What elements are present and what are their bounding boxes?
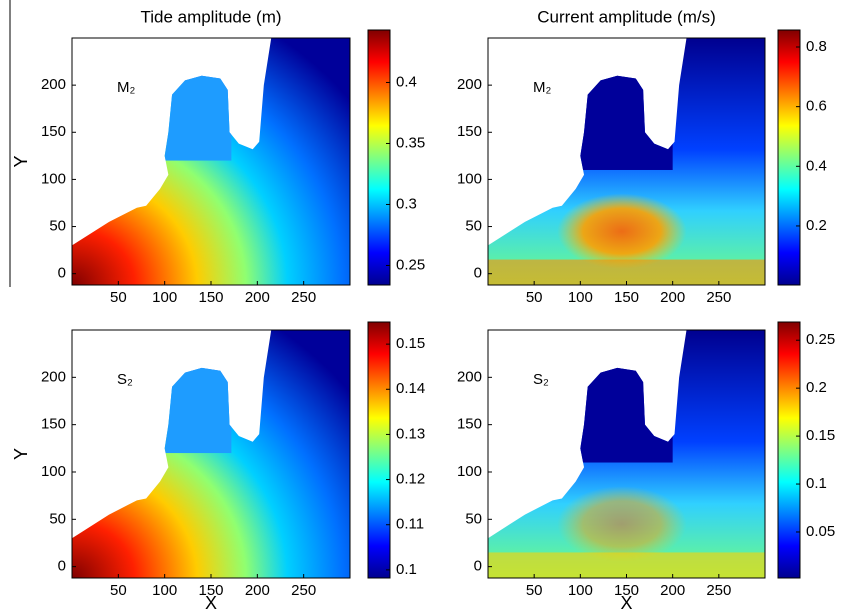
constituent-label: S₂ [533,371,549,388]
y-tick-label: 150 [41,123,66,140]
field-hot [557,486,687,562]
y-tick-label: 200 [457,76,482,93]
y-tick-label: 50 [465,218,482,235]
y-axis-label: Y [11,155,31,167]
y-tick-label: 0 [474,558,482,575]
colorbar-tick-label: 0.15 [806,427,835,444]
constituent-label: S₂ [117,371,133,388]
colorbar-tick-label: 0.15 [396,335,425,352]
field-fill [72,38,350,285]
y-tick-label: 100 [457,170,482,187]
y-tick-label: 50 [49,218,66,235]
colorbar-tick-label: 0.14 [396,380,425,397]
y-tick-label: 0 [474,265,482,282]
x-tick-label: 100 [152,582,177,599]
x-tick-label: 150 [614,289,639,306]
y-tick-label: 200 [457,368,482,385]
y-tick-label: 0 [58,265,66,282]
colorbar-tick-label: 0.25 [396,256,425,273]
colorbar-tick-label: 0.2 [806,217,827,234]
y-tick-label: 200 [41,368,66,385]
colorbar-tick-label: 0.05 [806,523,835,540]
colorbar [777,321,801,579]
colorbar [777,29,801,286]
field [72,38,350,285]
y-tick-label: 150 [457,416,482,433]
field-blob [160,73,232,161]
x-tick-label: 250 [291,582,316,599]
y-axis-label: Y [11,448,31,460]
x-axis-label: X [620,593,632,613]
x-tick-label: 200 [660,289,685,306]
field [488,330,765,578]
colorbar-tick-label: 0.25 [806,331,835,348]
y-tick-label: 150 [41,416,66,433]
colorbar-tick-label: 0.35 [396,134,425,151]
field-hot [557,193,687,269]
y-tick-label: 100 [457,463,482,480]
x-tick-label: 50 [110,582,127,599]
x-tick-label: 200 [660,582,685,599]
x-axis-label: X [205,593,217,613]
x-tick-label: 200 [245,582,270,599]
field-band [488,259,765,285]
x-tick-label: 50 [526,289,543,306]
x-tick-label: 150 [198,582,223,599]
y-tick-label: 50 [465,510,482,527]
y-tick-label: 50 [49,510,66,527]
colorbar-tick-label: 0.12 [396,471,425,488]
y-tick-label: 200 [41,76,66,93]
x-tick-label: 250 [706,582,731,599]
x-tick-label: 100 [152,289,177,306]
x-tick-label: 200 [245,289,270,306]
colorbar-tick-label: 0.11 [396,516,424,533]
x-tick-label: 50 [110,289,127,306]
x-tick-label: 250 [706,289,731,306]
field-blob [160,365,232,454]
x-tick-label: 150 [614,582,639,599]
colorbar-tick-label: 0.8 [806,38,827,55]
x-tick-label: 50 [526,582,543,599]
colorbar-tick-label: 0.2 [806,379,827,396]
colorbar [367,29,391,286]
y-tick-label: 100 [41,463,66,480]
x-tick-label: 150 [198,289,223,306]
colorbar-tick-label: 0.1 [806,475,827,492]
colorbar-tick-label: 0.3 [396,195,417,212]
panel-title: Tide amplitude (m) [140,7,281,26]
colorbar-tick-label: 0.13 [396,425,425,442]
field-band [488,552,765,578]
colorbar-tick-label: 0.4 [396,73,417,90]
colorbar [367,321,391,579]
x-tick-label: 250 [291,289,316,306]
field [72,330,350,578]
constituent-label: M₂ [533,79,551,96]
field-blob [575,73,673,170]
colorbar-tick-label: 0.6 [806,98,827,115]
x-tick-label: 100 [568,582,593,599]
colorbar-tick-label: 0.1 [396,561,417,578]
y-tick-label: 0 [58,558,66,575]
panel-title: Current amplitude (m/s) [537,7,716,26]
y-tick-label: 150 [457,123,482,140]
constituent-label: M₂ [117,79,135,96]
field [488,38,765,285]
field-fill [72,330,350,578]
colorbar-tick-label: 0.4 [806,157,827,174]
x-tick-label: 100 [568,289,593,306]
field-blob [575,365,673,463]
y-tick-label: 100 [41,170,66,187]
